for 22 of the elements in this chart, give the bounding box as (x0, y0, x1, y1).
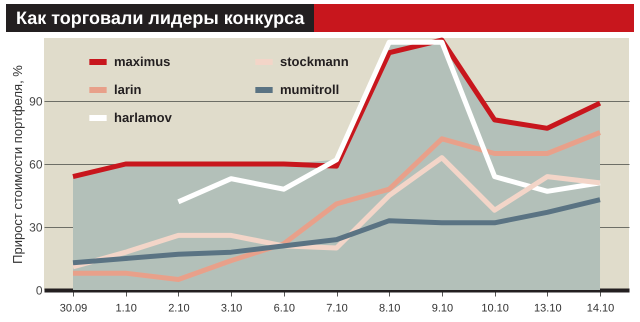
y-tick-label: 60 (29, 158, 43, 172)
legend-label: mumitroll (280, 82, 340, 97)
y-tick-label: 90 (29, 94, 43, 108)
x-tick-label: 3.10 (220, 302, 242, 314)
y-axis-title: Прирост стоимости портфеля, % (10, 64, 26, 264)
x-tick-label: 8.10 (378, 302, 400, 314)
x-tick-label: 7.10 (326, 302, 348, 314)
x-tick-label: 14.10 (586, 302, 614, 314)
legend-label: harlamov (114, 110, 173, 125)
legend-label: larin (114, 82, 142, 97)
y-tick-label: 30 (29, 220, 43, 234)
legend-label: stockmann (280, 54, 349, 69)
x-tick-label: 30.09 (60, 302, 88, 314)
x-tick-label: 6.10 (274, 302, 296, 314)
legend-label: maximus (114, 54, 170, 69)
x-tick-label: 9.10 (432, 302, 454, 314)
x-tick-label: 2.10 (168, 302, 190, 314)
y-tick-label: 0 (36, 284, 43, 298)
x-tick-label: 13.10 (534, 302, 562, 314)
chart-title: Как торговали лидеры конкурса (6, 4, 314, 32)
x-tick-label: 10.10 (481, 302, 509, 314)
x-tick-label: 1.10 (115, 302, 137, 314)
